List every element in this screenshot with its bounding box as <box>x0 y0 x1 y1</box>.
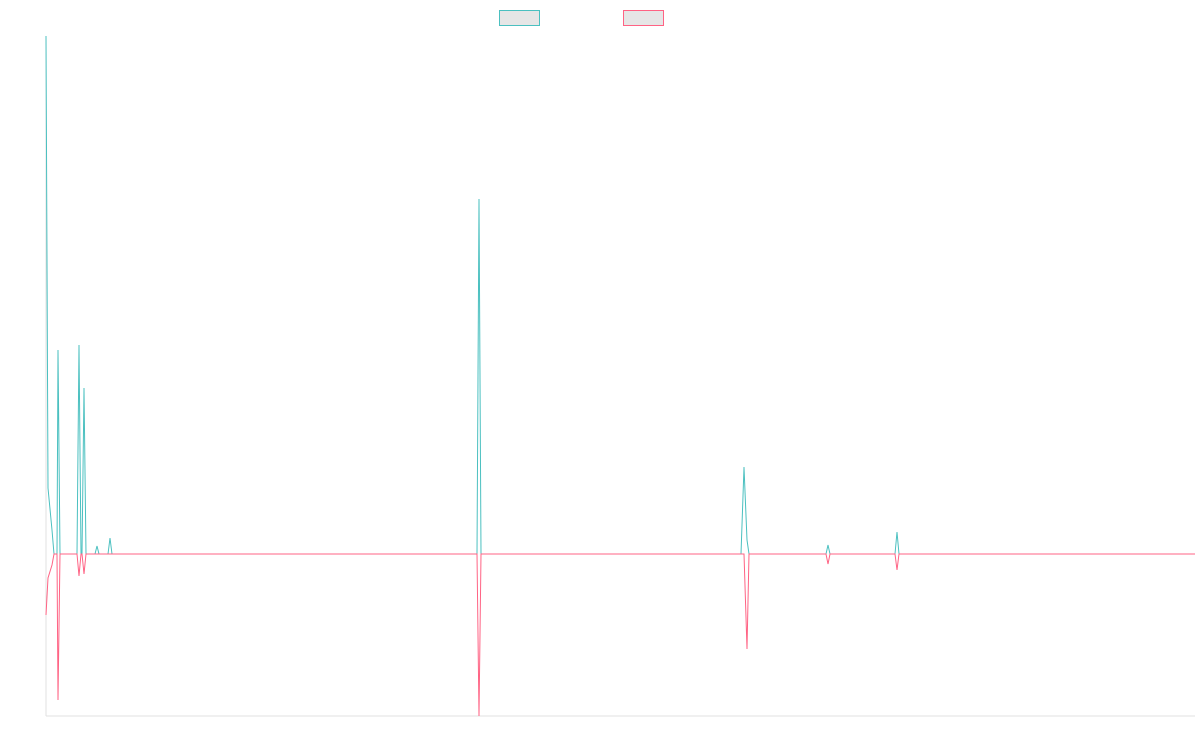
series-line <box>45 35 1195 555</box>
series-line <box>45 553 1195 717</box>
legend-swatch <box>499 10 540 26</box>
legend-swatch <box>623 10 664 26</box>
